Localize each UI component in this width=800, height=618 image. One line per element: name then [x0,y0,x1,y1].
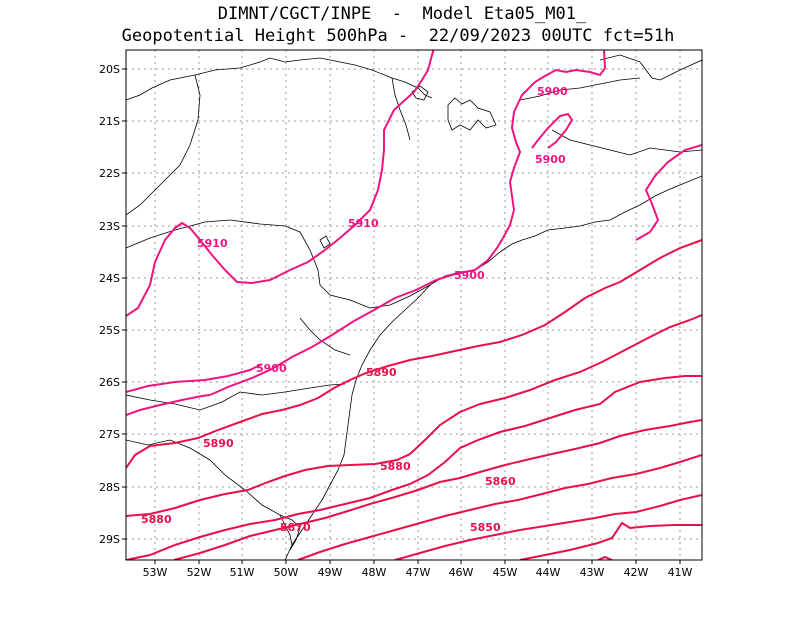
lat-lon-grid [126,50,702,560]
contour-label: 5890 [203,437,234,450]
lat-tick-label: 24S [99,272,120,285]
longitude-labels: 53W 52W 51W 50W 49W 48W 47W 46W 45W 44W … [143,566,693,579]
coastline-and-borders [126,54,702,560]
lon-tick-label: 41W [668,566,693,579]
lon-tick-label: 50W [274,566,299,579]
contour-label: 5900 [454,269,485,282]
contour-label: 5910 [197,237,228,250]
contour-label: 5850 [470,521,501,534]
contour-label: 5880 [141,513,172,526]
lon-tick-label: 43W [580,566,605,579]
lat-tick-label: 25S [99,324,120,337]
latitude-labels: 20S 21S 22S 23S 24S 25S 26S 27S 28S 29S [99,63,120,546]
contour-5880 [126,314,702,517]
height-contours-south [126,239,702,560]
contour-5890 [126,394,211,416]
lon-tick-label: 47W [406,566,431,579]
lon-tick-label: 44W [536,566,561,579]
lon-tick-label: 46W [449,566,474,579]
height-contours [126,50,702,396]
contour-5900-east [531,112,574,149]
lon-tick-label: 45W [493,566,518,579]
contour-5870 [126,375,702,560]
lat-tick-label: 20S [99,63,120,76]
axis-ticks [122,68,681,564]
lat-tick-label: 22S [99,167,120,180]
lon-tick-label: 49W [318,566,343,579]
contour-5900-coast [635,144,702,241]
contour-5900-west [126,363,263,393]
lon-tick-label: 48W [362,566,387,579]
contour-5850 [297,454,702,560]
contour-label: 5860 [485,475,516,488]
lon-tick-label: 52W [187,566,212,579]
contour-5890-main [126,239,702,469]
contour-label: 5900 [256,362,287,375]
map-title-line1: DIMNT/CGCT/INPE - Model Eta05_M01_ [217,4,587,24]
lat-tick-label: 26S [99,376,120,389]
contour-label: 5890 [366,366,397,379]
contour-5830 [519,521,702,560]
lon-tick-label: 53W [143,566,168,579]
lat-tick-label: 28S [99,481,120,494]
map-frame [125,49,703,561]
contour-label: 5880 [380,460,411,473]
contour-5900-north [209,50,607,396]
contour-5840 [394,494,702,560]
lat-tick-label: 27S [99,428,120,441]
contour-label: 5900 [535,153,566,166]
contour-5820 [597,555,613,560]
map-title-line2: Geopotential Height 500hPa - 22/09/2023 … [121,26,675,46]
contour-label: 5910 [348,217,379,230]
lat-tick-label: 21S [99,115,120,128]
contour-5910-west [126,50,435,317]
contour-label: 5900 [537,85,568,98]
lon-tick-label: 51W [230,566,255,579]
lat-tick-label: 29S [99,533,120,546]
contour-labels: 5910 5910 5900 5900 5900 5900 5890 5890 … [141,85,568,534]
lon-tick-label: 42W [624,566,649,579]
contour-label: 5870 [280,521,311,534]
lat-tick-label: 23S [99,220,120,233]
contour-5860 [173,419,702,560]
